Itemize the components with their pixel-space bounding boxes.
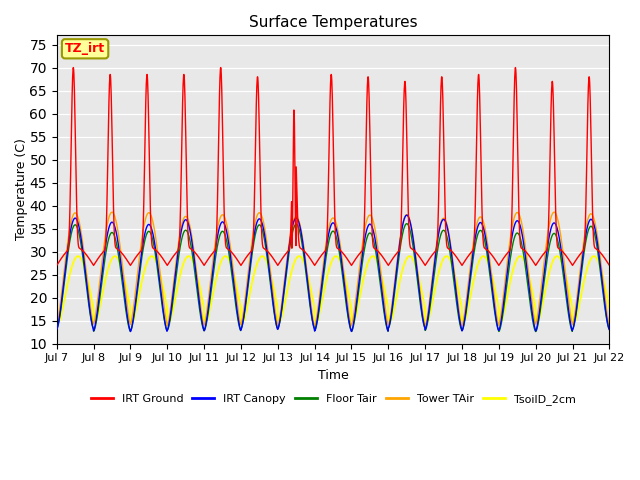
Legend: IRT Ground, IRT Canopy, Floor Tair, Tower TAir, TsoilD_2cm: IRT Ground, IRT Canopy, Floor Tair, Towe…	[86, 389, 580, 409]
X-axis label: Time: Time	[317, 369, 348, 382]
Y-axis label: Temperature (C): Temperature (C)	[15, 139, 28, 240]
Title: Surface Temperatures: Surface Temperatures	[249, 15, 417, 30]
Text: TZ_irt: TZ_irt	[65, 42, 105, 55]
